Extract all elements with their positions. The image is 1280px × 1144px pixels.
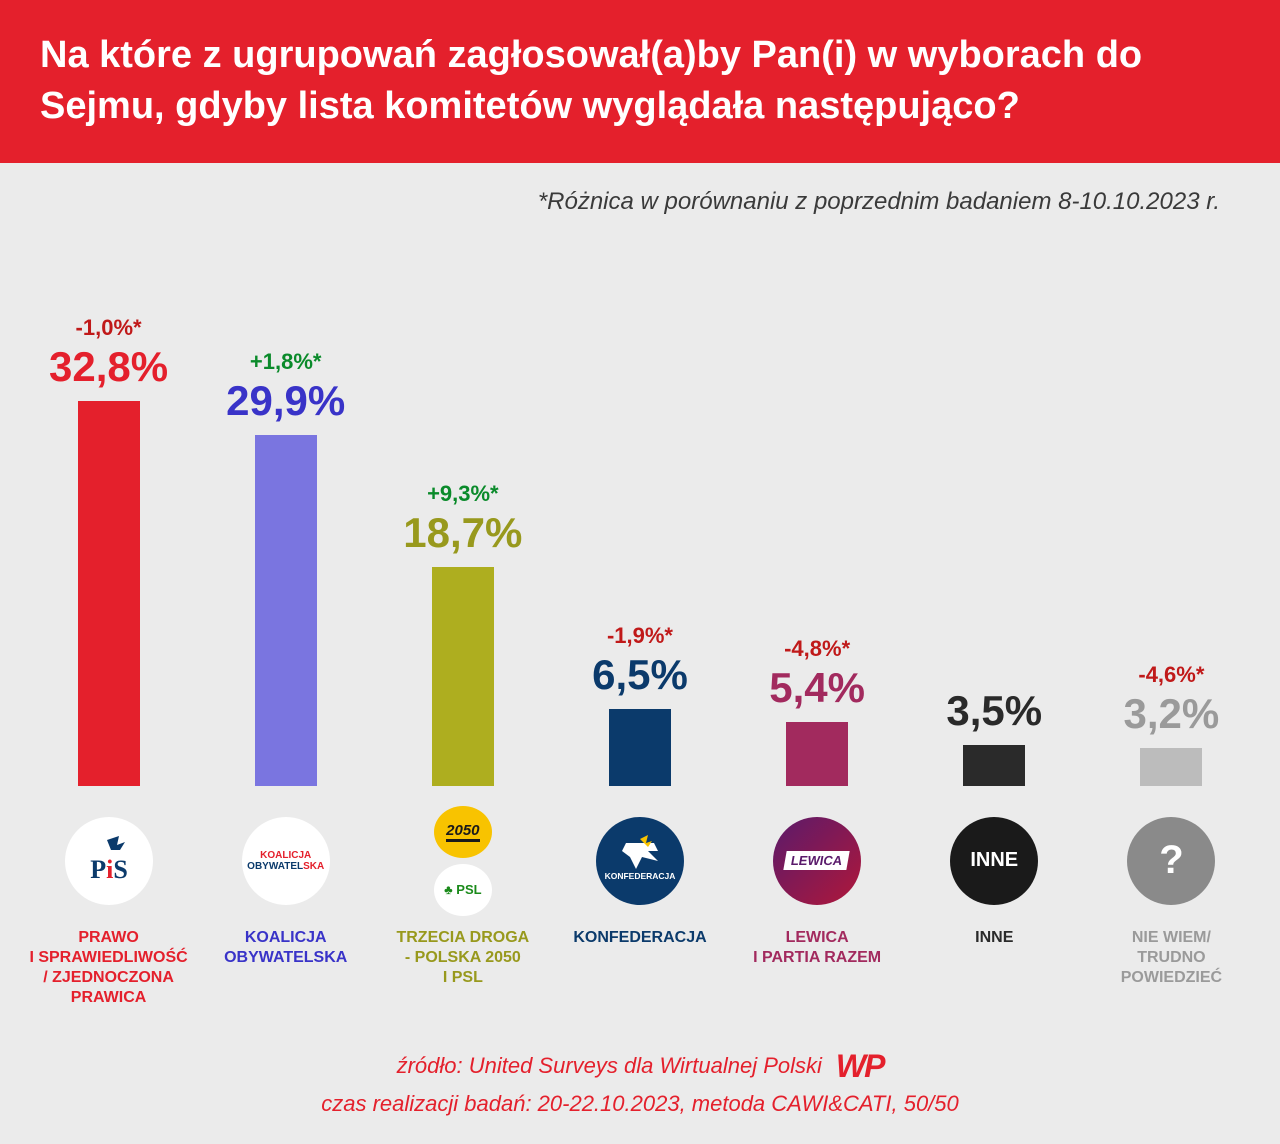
bar bbox=[78, 401, 140, 785]
party-logo-pis: PiS bbox=[29, 806, 189, 916]
header-title: Na które z ugrupowań zagłosował(a)by Pan… bbox=[40, 34, 1142, 127]
chart-column-ko: +1,8%*29,9% bbox=[206, 349, 366, 785]
logo-row: PiS KOALICJAOBYWATELSKA2050♣ PSL KONFEDERA… bbox=[0, 786, 1280, 916]
chart-column-lewica: -4,8%*5,4% bbox=[737, 636, 897, 785]
percent-value: 32,8% bbox=[49, 343, 168, 391]
percent-value: 6,5% bbox=[592, 651, 688, 699]
bar bbox=[1140, 748, 1202, 785]
party-label-konf: KONFEDERACJA bbox=[560, 928, 720, 1008]
footer-source: źródło: United Surveys dla Wirtualnej Po… bbox=[397, 1053, 822, 1079]
party-label-pis: PRAWOI SPRAWIEDLIWOŚĆ/ ZJEDNOCZONAPRAWIC… bbox=[29, 928, 189, 1008]
delta-value: +9,3%* bbox=[427, 481, 499, 507]
party-logo-lewica: LEWICA bbox=[737, 806, 897, 916]
footer-method: czas realizacji badań: 20-22.10.2023, me… bbox=[0, 1091, 1280, 1117]
header-banner: Na które z ugrupowań zagłosował(a)by Pan… bbox=[0, 0, 1280, 163]
bar-chart: -1,0%*32,8%+1,8%*29,9%+9,3%*18,7%-1,9%*6… bbox=[0, 226, 1280, 786]
svg-text:PiS: PiS bbox=[90, 855, 128, 884]
delta-value: -4,8%* bbox=[784, 636, 850, 662]
bar bbox=[609, 709, 671, 785]
wp-logo-icon: WP bbox=[836, 1048, 884, 1085]
chart-column-pis: -1,0%*32,8% bbox=[29, 315, 189, 785]
comparison-note: *Różnica w porównaniu z poprzednim badan… bbox=[0, 163, 1280, 226]
delta-value: -1,9%* bbox=[607, 623, 673, 649]
party-logo-td: 2050♣ PSL bbox=[383, 806, 543, 916]
percent-value: 29,9% bbox=[226, 377, 345, 425]
bar bbox=[786, 722, 848, 785]
chart-column-nw: -4,6%*3,2% bbox=[1091, 662, 1251, 785]
delta-value: +1,8%* bbox=[250, 349, 322, 375]
party-label-inne: INNE bbox=[914, 928, 1074, 1008]
party-label-nw: NIE WIEM/TRUDNOPOWIEDZIEĆ bbox=[1091, 928, 1251, 1008]
delta-value: -1,0%* bbox=[76, 315, 142, 341]
bar bbox=[255, 435, 317, 785]
percent-value: 3,5% bbox=[946, 687, 1042, 735]
party-label-td: TRZECIA DROGA- POLSKA 2050I PSL bbox=[383, 928, 543, 1008]
party-logo-nw: ? bbox=[1091, 806, 1251, 916]
percent-value: 5,4% bbox=[769, 664, 865, 712]
delta-value: -4,6%* bbox=[1138, 662, 1204, 688]
bar bbox=[432, 567, 494, 786]
chart-column-td: +9,3%*18,7% bbox=[383, 481, 543, 786]
label-row: PRAWOI SPRAWIEDLIWOŚĆ/ ZJEDNOCZONAPRAWIC… bbox=[0, 916, 1280, 1008]
party-logo-ko: KOALICJAOBYWATELSKA bbox=[206, 806, 366, 916]
svg-text:KONFEDERACJA: KONFEDERACJA bbox=[605, 871, 676, 881]
party-logo-inne: INNE bbox=[914, 806, 1074, 916]
percent-value: 18,7% bbox=[403, 509, 522, 557]
party-label-ko: KOALICJAOBYWATELSKA bbox=[206, 928, 366, 1008]
bar bbox=[963, 745, 1025, 786]
chart-column-inne: 3,5% bbox=[914, 685, 1074, 786]
party-label-lewica: LEWICAI PARTIA RAZEM bbox=[737, 928, 897, 1008]
party-logo-konf: KONFEDERACJA bbox=[560, 806, 720, 916]
footer: źródło: United Surveys dla Wirtualnej Po… bbox=[0, 1048, 1280, 1117]
percent-value: 3,2% bbox=[1124, 690, 1220, 738]
chart-column-konf: -1,9%*6,5% bbox=[560, 623, 720, 785]
